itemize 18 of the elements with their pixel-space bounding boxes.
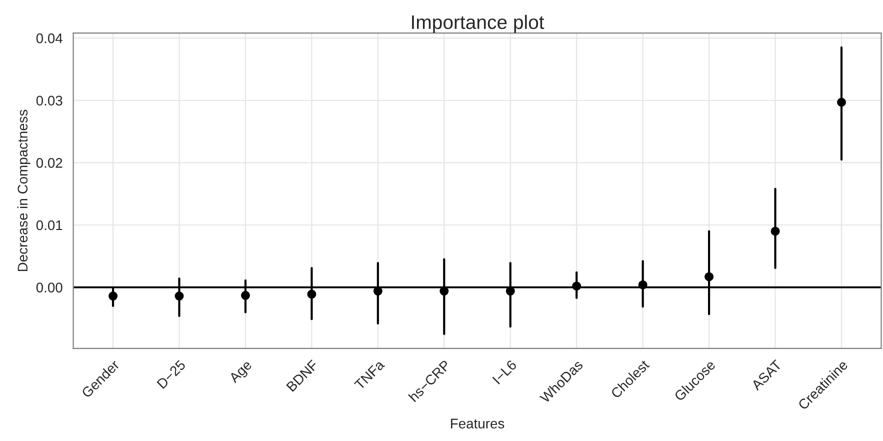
- point: [770, 226, 780, 236]
- point: [240, 290, 250, 300]
- y-tick-label: 0.00: [36, 282, 62, 292]
- y-axis-title: Decrease in Compactness: [17, 110, 30, 272]
- point: [837, 98, 846, 107]
- x-tick-label: Age: [228, 360, 254, 386]
- y-tick-label: 0.02: [36, 158, 62, 168]
- chart-title: Importance plot: [412, 14, 544, 33]
- point: [704, 272, 714, 282]
- y-tick-label: 0.03: [36, 96, 62, 106]
- y-tick-label: 0.01: [36, 220, 62, 230]
- point: [638, 280, 648, 290]
- point: [108, 292, 118, 301]
- x-axis-title: Features: [451, 418, 504, 428]
- point: [307, 290, 316, 299]
- point: [174, 292, 184, 301]
- point: [572, 282, 582, 291]
- y-tick-label: 0.04: [36, 33, 62, 44]
